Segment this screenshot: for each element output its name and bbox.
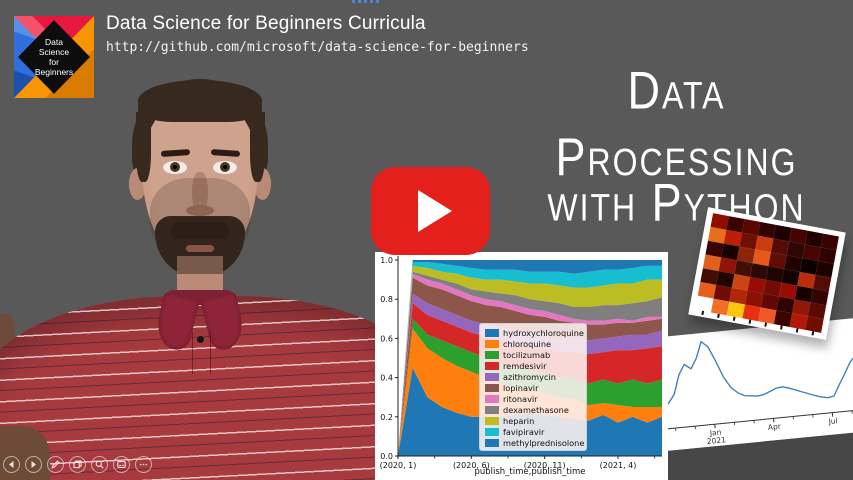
legend-label: azithromycin [503, 371, 556, 382]
play-button[interactable] [371, 167, 490, 255]
top-edge-dashes [352, 0, 380, 3]
neck-shadow [177, 256, 223, 274]
shirt-placket [192, 332, 211, 374]
course-logo: Data Science for Beginners [14, 16, 94, 98]
legend-swatch [485, 361, 499, 370]
legend-item: lopinavir [485, 382, 581, 393]
mouth [186, 245, 214, 252]
legend-label: heparin [503, 415, 535, 426]
legend-item: ritonavir [485, 393, 581, 404]
more-options-button[interactable] [135, 456, 152, 473]
legend-swatch [485, 405, 499, 414]
legend-label: ritonavir [503, 393, 538, 404]
legend-label: favipiravir [503, 426, 545, 437]
svg-text:Apr: Apr [767, 422, 782, 432]
next-slide-button[interactable] [25, 456, 42, 473]
presenter-photo [0, 0, 420, 480]
legend-swatch [485, 438, 499, 447]
legend-label: hydroxychloroquine [503, 327, 584, 338]
pen-button[interactable] [47, 456, 64, 473]
header: Data Science for Beginners Curricula htt… [106, 13, 529, 55]
hero-title: Data Processing with Python [500, 58, 853, 232]
legend-label: tocilizumab [503, 349, 551, 360]
shirt-button [197, 336, 204, 343]
hero-title-line1: Data Processing [555, 60, 798, 187]
nose [192, 172, 208, 212]
hair-fringe [138, 80, 262, 122]
legend-swatch [485, 372, 499, 381]
captions-icon [117, 461, 126, 468]
svg-text:(2020, 11): (2020, 11) [524, 461, 566, 470]
stacked-area-chart-panel: 0.0 0.2 0.4 0.6 0.8 1.0 (2020, 1) (2020, 6) (202… [375, 252, 668, 480]
nose-base [186, 205, 214, 216]
legend-item: remdesivir [485, 360, 581, 371]
hair-side-left [136, 112, 151, 182]
captions-button[interactable] [113, 456, 130, 473]
svg-text:publish_time,publish_time: publish_time,publish_time [474, 467, 585, 477]
eye-right [213, 161, 237, 174]
legend-item: dexamethasone [485, 404, 581, 415]
zoom-slide-button[interactable] [91, 456, 108, 473]
svg-text:0.4: 0.4 [380, 374, 393, 383]
hair-side-right [250, 112, 265, 182]
mustache [171, 222, 229, 239]
logo-text-line: Data [45, 36, 63, 47]
page-title: Data Science for Beginners Curricula [106, 13, 426, 34]
eye-left [163, 161, 187, 174]
legend-item: chloroquine [485, 338, 581, 349]
svg-text:0.6: 0.6 [380, 334, 393, 343]
legend-item: azithromycin [485, 371, 581, 382]
legend-item: heparin [485, 415, 581, 426]
legend-label: methylprednisolone [503, 437, 585, 448]
chart-legend: hydroxychloroquine chloroquine tocilizumab… [479, 323, 587, 451]
svg-text:0.0: 0.0 [380, 452, 393, 461]
svg-text:1.0: 1.0 [380, 256, 393, 265]
svg-text:0.8: 0.8 [380, 295, 393, 304]
see-all-slides-button[interactable] [69, 456, 86, 473]
svg-text:2021: 2021 [706, 435, 726, 446]
legend-item: methylprednisolone [485, 437, 585, 448]
svg-text:(2020, 1): (2020, 1) [380, 461, 417, 470]
svg-text:(2020, 6): (2020, 6) [453, 461, 490, 470]
repo-url[interactable]: http://github.com/microsoft/data-science… [106, 40, 529, 55]
svg-text:0.2: 0.2 [380, 413, 393, 422]
arrow-left-icon [9, 461, 14, 468]
legend-swatch [485, 394, 499, 403]
svg-text:Jul: Jul [827, 416, 838, 426]
legend-label: dexamethasone [503, 404, 569, 415]
legend-swatch [485, 427, 499, 436]
previous-slide-button[interactable] [3, 456, 20, 473]
legend-swatch [485, 328, 499, 337]
legend-swatch [485, 350, 499, 359]
legend-label: chloroquine [503, 338, 552, 349]
play-icon [417, 190, 452, 232]
legend-label: lopinavir [503, 382, 539, 393]
arrow-right-icon [31, 461, 36, 468]
logo-text-line: Beginners [34, 67, 74, 78]
pen-icon [51, 460, 60, 469]
ellipsis-icon [140, 463, 147, 466]
svg-text:(2021, 4): (2021, 4) [600, 461, 637, 470]
legend-label: remdesivir [503, 360, 547, 371]
svg-text:Jan: Jan [708, 428, 722, 438]
slideshow-controls [3, 456, 152, 473]
legend-item: favipiravir [485, 426, 581, 437]
magnifier-icon [95, 460, 104, 469]
legend-swatch [485, 383, 499, 392]
logo-text-line: for [49, 57, 59, 67]
legend-item: tocilizumab [485, 349, 581, 360]
slides-grid-icon [73, 460, 82, 469]
legend-swatch [485, 416, 499, 425]
legend-item: hydroxychloroquine [485, 327, 584, 338]
logo-text-line: Science [38, 46, 70, 57]
legend-swatch [485, 339, 499, 348]
